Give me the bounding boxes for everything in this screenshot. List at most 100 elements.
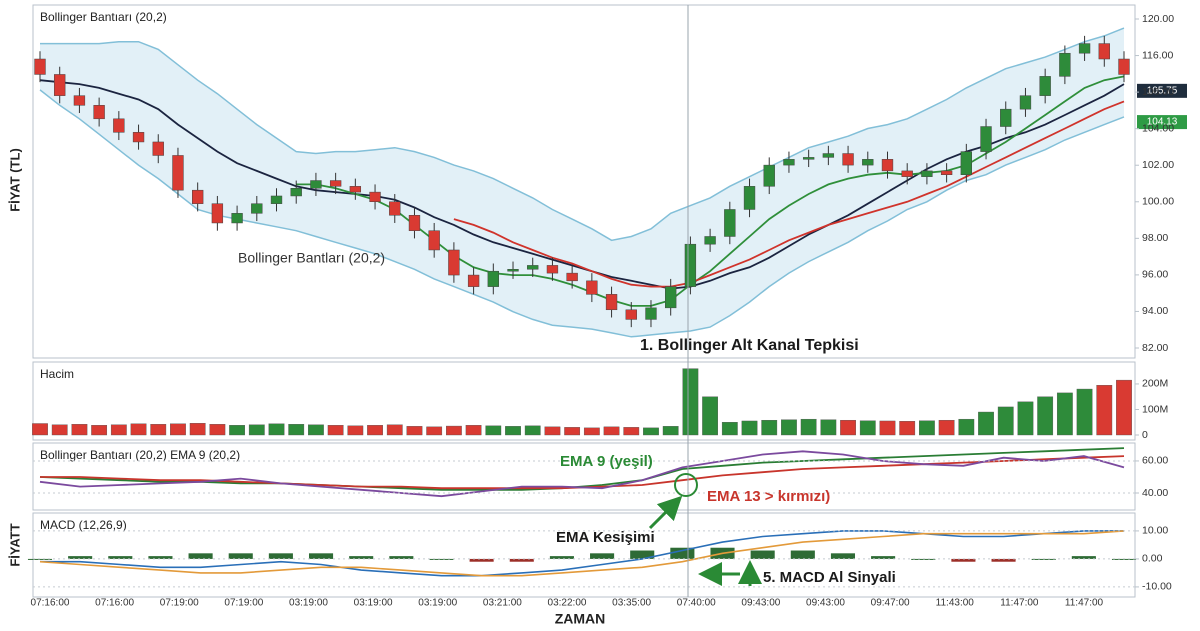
volume-bar [465, 425, 482, 436]
histogram-bar [228, 553, 253, 559]
candle-body [270, 195, 283, 204]
y-tick-label: 10.00 [1142, 525, 1168, 537]
y-tick-label: 104.00 [1142, 122, 1174, 134]
y-tick-label: 100.00 [1142, 196, 1174, 208]
volume-bar [327, 425, 344, 436]
volume-bar [51, 424, 68, 436]
candle-body [566, 272, 578, 282]
candle-body [822, 153, 835, 158]
annotation: EMA 9 (yeşil) [560, 453, 653, 470]
indicator-line [39, 450, 1125, 498]
x-tick-label: 07:16:00 [31, 598, 70, 609]
arrow [648, 495, 683, 530]
candle-body [605, 294, 618, 311]
x-tick-label: 07:19:00 [224, 598, 263, 609]
candle-body [862, 159, 874, 166]
volume-bar [71, 424, 88, 436]
volume-bar [386, 424, 403, 436]
x-tick-label: 07:19:00 [160, 598, 199, 609]
histogram-bar [549, 556, 574, 559]
y-axis-title: FİYAT (TL) [7, 148, 22, 212]
candle-body [724, 209, 736, 237]
x-tick-label: 09:43:00 [806, 598, 845, 609]
candle-body [645, 307, 657, 320]
candle-body [1039, 76, 1051, 96]
candle-body [408, 215, 421, 231]
volume-bar [544, 426, 561, 436]
histogram-bar [308, 553, 334, 559]
candle-body [901, 170, 913, 177]
candle-body [802, 157, 815, 160]
volume-bar [308, 424, 324, 436]
histogram-bar [148, 556, 173, 559]
volume-bar [800, 418, 817, 436]
volume-bar [820, 419, 837, 436]
histogram-bar [429, 558, 454, 560]
volume-bar [682, 368, 699, 436]
panel-title: Bollinger Bantıarı (20,2) EMA 9 (20,2) [40, 448, 240, 462]
candle-body [192, 189, 204, 204]
volume-bar [32, 423, 48, 436]
candle-body [546, 265, 559, 274]
histogram-bar [630, 550, 655, 559]
histogram-bar [871, 556, 896, 559]
y-tick-label: 120.00 [1142, 13, 1174, 25]
candle-body [960, 151, 972, 175]
y-tick-label: 60.00 [1142, 455, 1168, 467]
candle-body [73, 95, 86, 106]
volume-bar [662, 426, 679, 436]
histogram-bar [188, 553, 213, 559]
y-tick-label: -10.00 [1142, 581, 1172, 593]
histogram-bar [951, 558, 976, 562]
candle-body [290, 188, 302, 197]
volume-bar [643, 427, 659, 436]
candle-body [467, 274, 480, 287]
candle-body [389, 201, 401, 216]
volume-bar [781, 419, 797, 436]
y-axis-title: FİYATT [7, 523, 22, 566]
ma-line [453, 100, 1125, 288]
volume-bar [859, 420, 876, 436]
price-label: 104.13 [1147, 117, 1178, 128]
histogram-bar [268, 553, 293, 559]
annotation: Bollinger Bantları (20,2) [238, 250, 385, 266]
volume-bar [997, 406, 1014, 436]
candle-body [310, 180, 322, 189]
volume-bar [1076, 388, 1093, 436]
volume-bar [1037, 396, 1054, 436]
histogram-bar [830, 553, 856, 559]
volume-bar [189, 423, 206, 436]
candle-body [369, 191, 381, 203]
candle-body [527, 265, 539, 270]
volume-bar [879, 420, 896, 436]
volume-bar [702, 396, 718, 436]
volume-bar [623, 427, 640, 436]
candle-body [211, 203, 224, 224]
candle-body [172, 155, 184, 191]
candle-body [113, 118, 125, 133]
volume-bar [1056, 392, 1073, 436]
y-tick-label: 98.00 [1142, 232, 1168, 244]
volume-bar [91, 425, 108, 436]
x-tick-label: 03:35:00 [612, 598, 651, 609]
candle-body [231, 213, 243, 224]
candle-body [132, 132, 145, 143]
volume-bar [446, 425, 462, 436]
volume-bar [919, 420, 935, 436]
candle-body [93, 105, 105, 120]
x-tick-label: 03:19:00 [354, 598, 393, 609]
candle-body [743, 186, 756, 210]
candle-body [251, 203, 263, 214]
y-tick-label: 94.00 [1142, 305, 1168, 317]
panel-title: Bollinger Bantıarı (20,2) [40, 10, 167, 24]
volume-bar [564, 427, 581, 436]
x-tick-label: 11:47:00 [1000, 598, 1039, 609]
candle-body [1118, 58, 1130, 75]
x-tick-label: 09:47:00 [871, 598, 910, 609]
histogram-bar [469, 558, 494, 562]
cross-circle [674, 473, 698, 497]
candle-body [54, 74, 66, 96]
volume-bar [899, 421, 916, 436]
histogram-bar [590, 553, 615, 559]
y-tick-label: 200M [1142, 378, 1168, 390]
